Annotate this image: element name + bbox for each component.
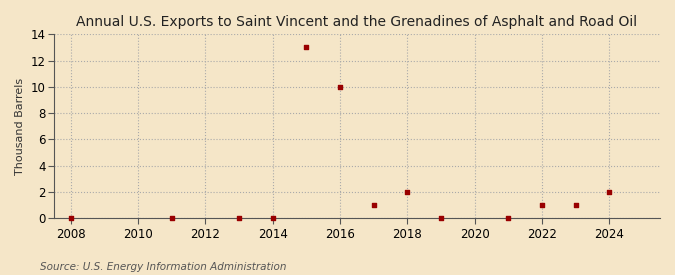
Text: Source: U.S. Energy Information Administration: Source: U.S. Energy Information Administ… xyxy=(40,262,287,272)
Point xyxy=(604,189,615,194)
Point xyxy=(301,45,312,50)
Y-axis label: Thousand Barrels: Thousand Barrels xyxy=(15,78,25,175)
Point xyxy=(402,189,413,194)
Point xyxy=(267,216,278,220)
Point xyxy=(65,216,76,220)
Point xyxy=(537,203,547,207)
Point xyxy=(234,216,244,220)
Title: Annual U.S. Exports to Saint Vincent and the Grenadines of Asphalt and Road Oil: Annual U.S. Exports to Saint Vincent and… xyxy=(76,15,637,29)
Point xyxy=(369,203,379,207)
Point xyxy=(503,216,514,220)
Point xyxy=(335,85,346,89)
Point xyxy=(166,216,177,220)
Point xyxy=(436,216,447,220)
Point xyxy=(570,203,581,207)
